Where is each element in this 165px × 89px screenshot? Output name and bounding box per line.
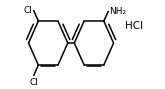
Text: HCl: HCl xyxy=(125,21,143,31)
Text: NH₂: NH₂ xyxy=(109,7,126,16)
Text: Cl: Cl xyxy=(24,6,33,15)
Text: Cl: Cl xyxy=(29,78,38,87)
